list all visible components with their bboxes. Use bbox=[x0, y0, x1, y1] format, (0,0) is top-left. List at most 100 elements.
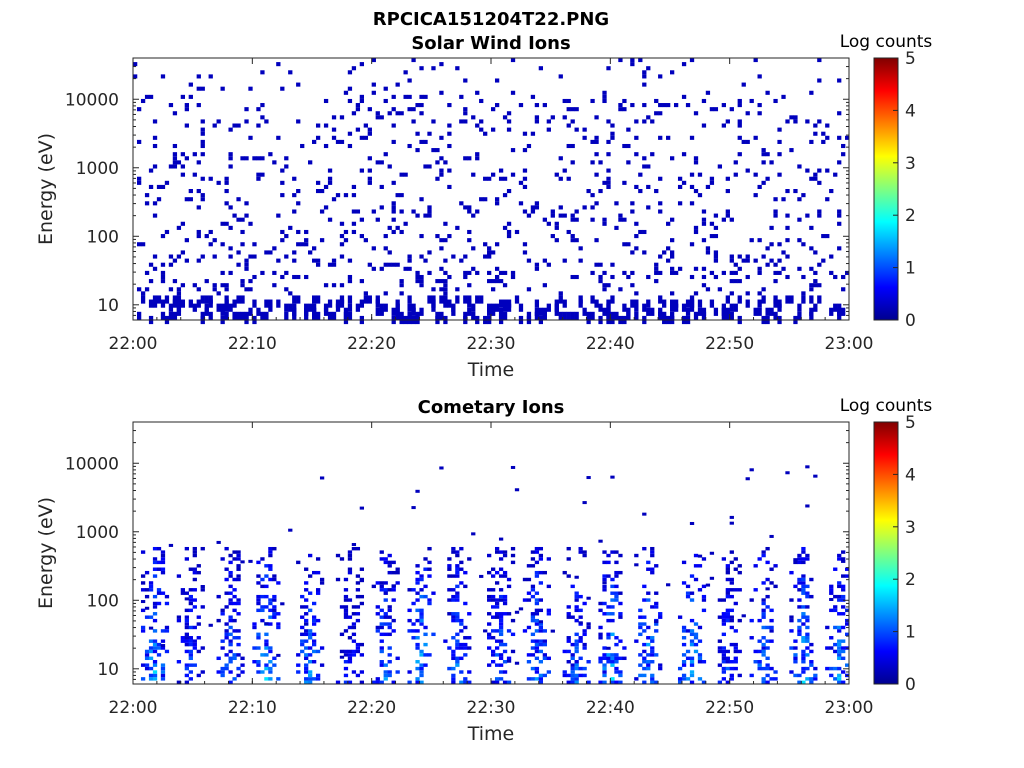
heatmap-cell bbox=[562, 673, 567, 678]
heatmap-cell bbox=[471, 532, 476, 536]
heatmap-cell bbox=[431, 119, 436, 124]
heatmap-cell bbox=[343, 577, 349, 582]
heatmap-cell bbox=[296, 189, 301, 194]
heatmap-cell bbox=[494, 677, 500, 681]
heatmap-cell bbox=[594, 115, 599, 120]
heatmap-cell bbox=[491, 615, 496, 619]
heatmap-cell bbox=[308, 574, 313, 578]
heatmap-cell bbox=[841, 143, 846, 149]
heatmap-cell bbox=[574, 591, 579, 595]
heatmap-cell bbox=[304, 605, 309, 609]
heatmap-cell bbox=[761, 615, 766, 619]
heatmap-cell bbox=[602, 574, 607, 578]
heatmap-cell bbox=[152, 646, 158, 650]
heatmap-cell bbox=[148, 649, 154, 654]
heatmap-cell bbox=[610, 311, 615, 320]
colorbar-tick-label: 0 bbox=[905, 311, 916, 331]
heatmap-cell bbox=[614, 311, 619, 320]
heatmap-cell bbox=[693, 266, 699, 271]
heatmap-cell bbox=[244, 201, 249, 206]
heatmap-cell bbox=[260, 270, 265, 275]
heatmap-cell bbox=[626, 127, 631, 132]
heatmap-cell bbox=[809, 663, 814, 667]
heatmap-cell bbox=[693, 622, 699, 626]
heatmap-cell bbox=[427, 295, 432, 304]
heatmap-cell bbox=[578, 666, 583, 671]
heatmap-cell bbox=[152, 213, 158, 218]
heatmap-cell bbox=[447, 574, 452, 578]
heatmap-cell bbox=[487, 594, 492, 599]
heatmap-cell bbox=[419, 274, 424, 280]
heatmap-cell bbox=[638, 673, 643, 678]
heatmap-cell bbox=[419, 612, 424, 616]
heatmap-cell bbox=[761, 666, 766, 671]
heatmap-cell bbox=[152, 618, 158, 623]
heatmap-cell bbox=[304, 242, 309, 247]
heatmap-cell bbox=[443, 639, 448, 643]
heatmap-cell bbox=[574, 649, 579, 654]
heatmap-cell bbox=[809, 680, 814, 684]
heatmap-cell bbox=[192, 570, 197, 575]
heatmap-cell bbox=[308, 250, 313, 255]
heatmap-cell bbox=[347, 615, 353, 619]
heatmap-cell bbox=[447, 666, 452, 671]
heatmap-cell bbox=[502, 570, 508, 575]
heatmap-cell bbox=[614, 598, 619, 602]
heatmap-cell bbox=[220, 242, 225, 247]
heatmap-cell bbox=[427, 653, 432, 657]
heatmap-cell bbox=[729, 594, 734, 599]
heatmap-cell bbox=[534, 119, 540, 124]
heatmap-cell bbox=[240, 217, 245, 222]
heatmap-cell bbox=[236, 653, 241, 657]
heatmap-cell bbox=[244, 262, 249, 267]
heatmap-cell bbox=[228, 156, 233, 161]
heatmap-cell bbox=[343, 660, 349, 664]
heatmap-cell bbox=[236, 601, 241, 606]
heatmap-cell bbox=[451, 546, 456, 551]
heatmap-cell bbox=[312, 303, 317, 312]
heatmap-cell bbox=[184, 625, 189, 630]
heatmap-cell bbox=[502, 193, 508, 198]
heatmap-cell bbox=[586, 476, 591, 480]
heatmap-cell bbox=[642, 512, 647, 516]
heatmap-cell bbox=[610, 612, 615, 616]
heatmap-cell bbox=[308, 660, 313, 664]
heatmap-cell bbox=[367, 107, 372, 112]
heatmap-cell bbox=[383, 86, 388, 91]
heatmap-cell bbox=[248, 254, 253, 259]
heatmap-cell bbox=[216, 540, 221, 544]
heatmap-cell bbox=[654, 111, 659, 116]
heatmap-cell bbox=[391, 139, 396, 144]
heatmap-cell bbox=[701, 660, 707, 664]
heatmap-cell bbox=[375, 115, 380, 120]
heatmap-cell bbox=[566, 639, 571, 643]
heatmap-cell bbox=[148, 656, 154, 661]
heatmap-cell bbox=[415, 618, 420, 623]
heatmap-cell bbox=[487, 570, 492, 575]
heatmap-cell bbox=[562, 168, 567, 173]
heatmap-cell bbox=[634, 135, 639, 140]
heatmap-cell bbox=[837, 656, 842, 661]
heatmap-cell bbox=[618, 287, 623, 292]
heatmap-cell bbox=[272, 546, 277, 551]
heatmap-cell bbox=[455, 550, 460, 554]
heatmap-cell bbox=[650, 553, 655, 558]
heatmap-cell bbox=[570, 653, 575, 657]
y-tick-label: 10 bbox=[97, 296, 119, 316]
heatmap-cell bbox=[510, 58, 516, 63]
heatmap-cell bbox=[634, 184, 639, 189]
heatmap-cell bbox=[228, 656, 233, 661]
heatmap-cell bbox=[383, 262, 388, 267]
heatmap-cell bbox=[801, 636, 806, 640]
heatmap-cell bbox=[697, 193, 703, 198]
heatmap-cell bbox=[745, 299, 750, 308]
heatmap-cell bbox=[570, 107, 575, 112]
heatmap-cell bbox=[256, 307, 261, 316]
heatmap-cell bbox=[801, 274, 806, 280]
heatmap-cell bbox=[642, 629, 647, 633]
heatmap-cell bbox=[502, 283, 508, 288]
heatmap-cell bbox=[837, 629, 842, 633]
heatmap-cell bbox=[566, 176, 571, 181]
heatmap-cell bbox=[443, 258, 448, 263]
heatmap-cell bbox=[467, 557, 472, 561]
